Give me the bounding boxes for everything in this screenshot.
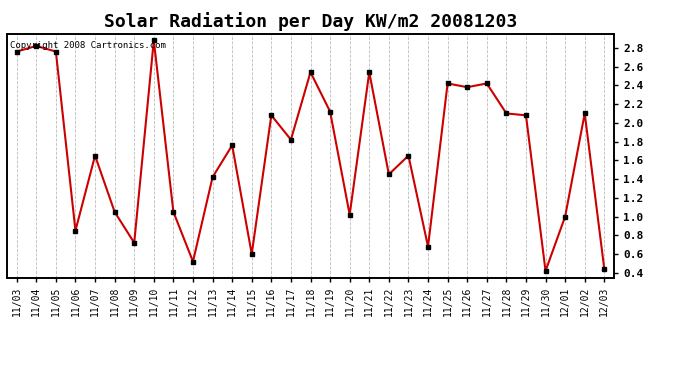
Title: Solar Radiation per Day KW/m2 20081203: Solar Radiation per Day KW/m2 20081203 — [104, 12, 517, 31]
Text: Copyright 2008 Cartronics.com: Copyright 2008 Cartronics.com — [10, 41, 166, 50]
